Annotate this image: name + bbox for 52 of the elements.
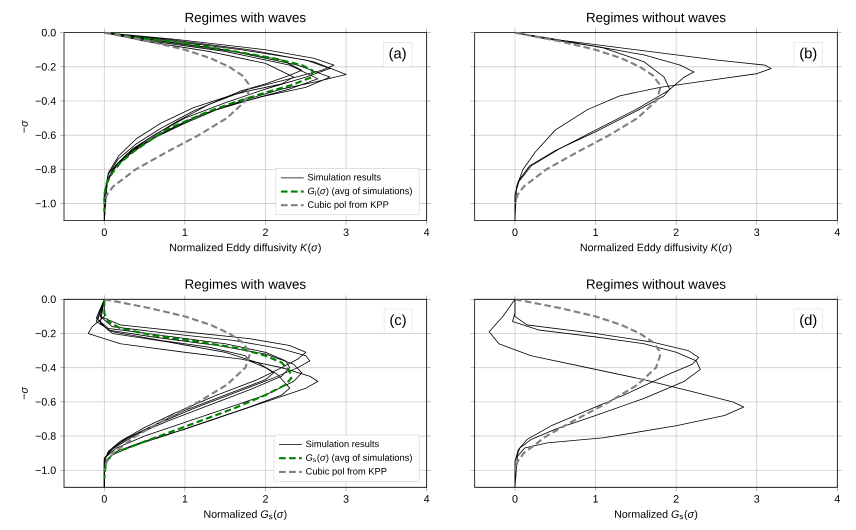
x-tick-label: 2 — [674, 228, 679, 236]
x-tick-label: 0 — [512, 495, 518, 503]
legend-label: G$_{l}$(σ) (avg of simulations) — [308, 187, 412, 196]
legend-label: Cubic pol from KPP — [306, 468, 386, 476]
y-axis-title: −σ — [22, 120, 28, 133]
y-tick-label: 0.0 — [42, 28, 56, 36]
y-axis-title: −σ — [22, 386, 28, 400]
y-tick-label: −0.4 — [36, 97, 56, 105]
x-tick-label: 3 — [344, 228, 349, 236]
x-axis-title: Normalized G$_{s}$(σ) — [615, 510, 698, 520]
y-tick-label: −0.6 — [36, 131, 56, 139]
x-tick-label: 1 — [593, 228, 598, 236]
legend-label: G$_{s}$(σ) (avg of simulations) — [306, 454, 412, 463]
x-tick-label: 2 — [263, 495, 268, 503]
x-tick-label: 4 — [424, 495, 430, 502]
annotation: (b) — [800, 48, 816, 62]
y-tick-label: −0.4 — [36, 364, 56, 372]
legend-label: Simulation results — [306, 440, 379, 448]
x-tick-label: 1 — [593, 495, 598, 502]
annotation: (c) — [390, 314, 406, 328]
x-tick-label: 4 — [834, 228, 840, 236]
chart-title: Regimes with waves — [186, 12, 306, 25]
x-axis-title: Normalized Eddy diffusivity K(σ) — [170, 243, 321, 254]
annotation: (a) — [390, 48, 406, 62]
legend-label: Simulation results — [308, 174, 381, 181]
chart-title: Regimes without waves — [587, 12, 726, 25]
x-tick-label: 0 — [102, 495, 107, 503]
x-tick-label: 0 — [512, 228, 518, 236]
x-axis-title: Normalized G$_{s}$(σ) — [204, 510, 287, 520]
x-tick-label: 1 — [182, 228, 188, 236]
x-axis-title: Normalized Eddy diffusivity K(σ) — [580, 243, 732, 254]
x-tick-label: 3 — [344, 495, 349, 503]
x-tick-label: 4 — [424, 228, 430, 236]
x-tick-label: 3 — [754, 228, 760, 236]
y-tick-label: −1.0 — [36, 466, 56, 474]
x-tick-label: 4 — [834, 495, 840, 502]
legend-label: Cubic pol from KPP — [308, 201, 388, 210]
x-tick-label: 1 — [182, 495, 188, 502]
y-tick-label: 0.0 — [42, 296, 56, 304]
y-tick-label: −0.8 — [36, 166, 56, 174]
x-tick-label: 3 — [754, 495, 760, 503]
y-tick-label: −0.8 — [36, 432, 56, 440]
chart-title: Regimes without waves — [587, 279, 726, 292]
annotation: (d) — [800, 314, 816, 328]
x-tick-label: 0 — [102, 228, 107, 236]
x-tick-label: 2 — [263, 228, 268, 236]
y-tick-label: −1.0 — [36, 200, 56, 208]
chart-title: Regimes with waves — [186, 279, 306, 292]
y-tick-label: −0.2 — [36, 63, 56, 71]
y-tick-label: −0.2 — [36, 330, 56, 338]
x-tick-label: 2 — [674, 495, 679, 503]
y-tick-label: −0.6 — [36, 398, 56, 406]
